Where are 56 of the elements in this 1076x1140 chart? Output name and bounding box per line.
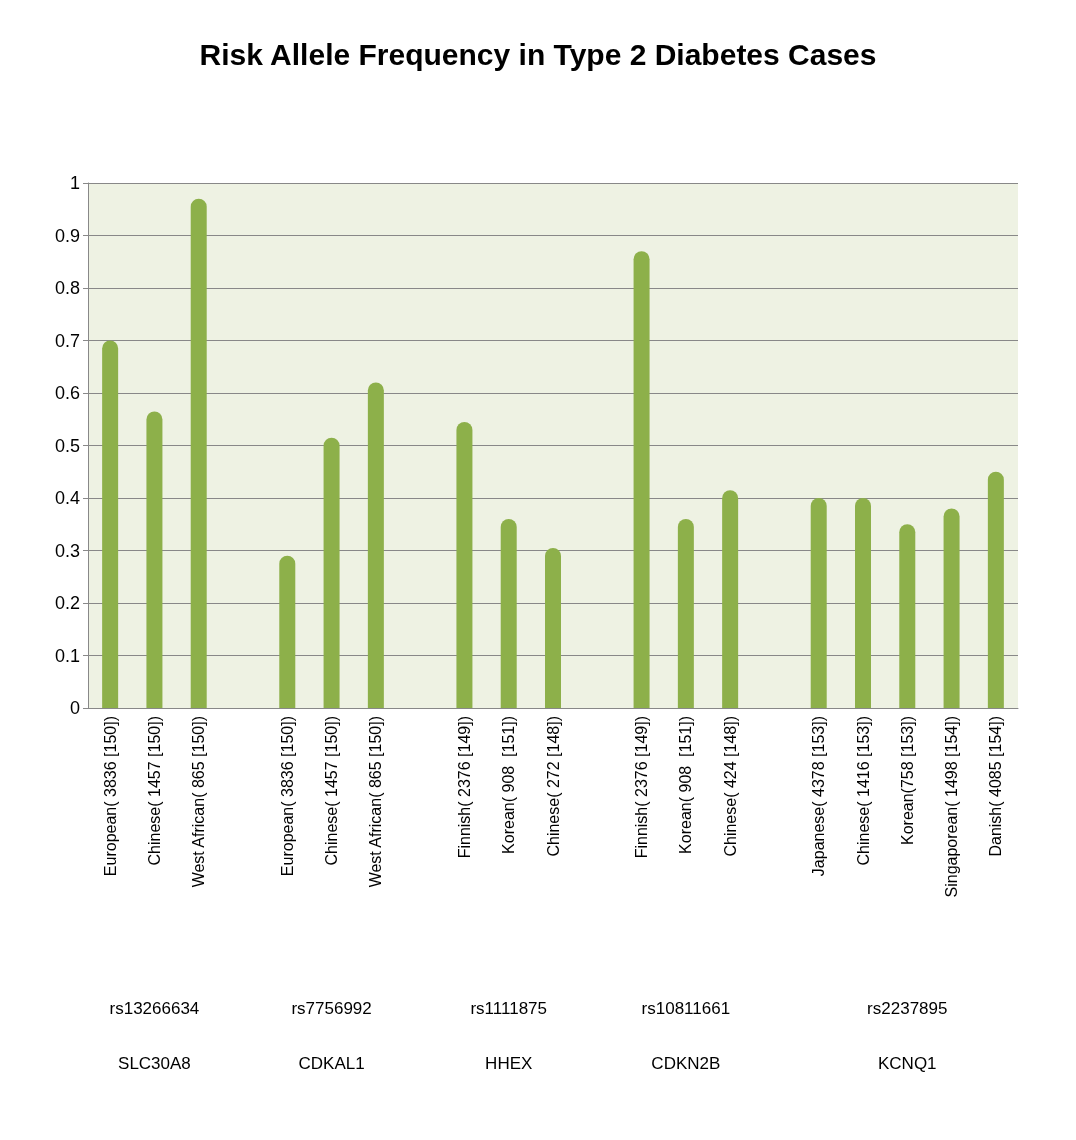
x-tick-label: Chinese( 424 [148]) <box>721 716 739 857</box>
x-tick-label: Danish( 4085 [154]) <box>987 716 1005 857</box>
text: rs10811661 <box>641 998 731 1018</box>
x-tick-label: Chinese( 1457 [150]) <box>145 716 163 866</box>
text: rs7756992 <box>291 998 372 1018</box>
y-tick-label: 0 <box>69 698 80 718</box>
x-tick-label: Finnish( 2376 [149]) <box>633 716 651 859</box>
bar <box>367 382 384 708</box>
text: CDKAL1 <box>298 1053 365 1073</box>
bar <box>810 498 827 708</box>
x-tick-label: West African( 865 [150]) <box>190 716 208 888</box>
bar <box>855 498 871 708</box>
bar <box>633 251 650 708</box>
y-tick-label: 0.8 <box>54 278 80 298</box>
text: SLC30A8 <box>118 1053 191 1073</box>
bar <box>279 555 296 708</box>
x-tick-label: Chinese( 1457 [150]) <box>323 716 341 866</box>
y-tick-label: 0.9 <box>54 225 80 246</box>
bar <box>102 340 119 708</box>
y-tick-label: 0.1 <box>54 645 80 666</box>
bar <box>899 524 916 708</box>
x-tick-label: Singaporean( 1498 [154]) <box>943 716 961 898</box>
bar <box>323 437 340 708</box>
x-tick-label: Korean( 908 [151]) <box>500 716 518 854</box>
bar <box>190 198 207 708</box>
bar <box>943 508 960 708</box>
y-tick-label: 0.6 <box>54 383 80 403</box>
text: rs2237895 <box>867 998 948 1018</box>
x-tick-label: European( 3836 [150]) <box>278 716 296 877</box>
x-tick-label: West African( 865 [150]) <box>367 716 385 888</box>
bar <box>500 519 517 708</box>
x-tick-label: Japanese( 4378 [153]) <box>810 716 828 877</box>
x-tick-label: Finnish( 2376 [149]) <box>455 716 473 859</box>
bar <box>677 519 694 708</box>
text: HHEX <box>485 1053 533 1073</box>
y-tick-label: 0.3 <box>54 540 80 561</box>
x-tick-label: Korean( 908 [151]) <box>677 716 695 854</box>
y-tick-label: 0.4 <box>54 488 80 508</box>
y-tick-label: 1 <box>69 173 80 193</box>
text: CDKN2B <box>651 1053 721 1073</box>
bar <box>722 490 739 708</box>
bar <box>146 411 163 708</box>
x-tick-label: European( 3836 [150]) <box>101 716 119 877</box>
y-tick-label: 0.5 <box>54 435 80 456</box>
text: KCNQ1 <box>878 1053 937 1073</box>
x-tick-label: Chinese( 272 [148]) <box>544 716 562 857</box>
bar <box>545 547 561 708</box>
y-tick-label: 0.2 <box>54 593 80 613</box>
y-tick-label: 0.7 <box>54 330 80 351</box>
x-tick-label: Chinese( 1416 [153]) <box>854 716 872 866</box>
text: rs1111875 <box>470 998 547 1018</box>
chart-title: Risk Allele Frequency in Type 2 Diabetes Cases <box>199 37 877 71</box>
bar <box>987 471 1004 708</box>
x-tick-label: Korean(758 [153]) <box>898 716 916 845</box>
text: rs13266634 <box>109 998 200 1018</box>
bar <box>456 421 473 708</box>
